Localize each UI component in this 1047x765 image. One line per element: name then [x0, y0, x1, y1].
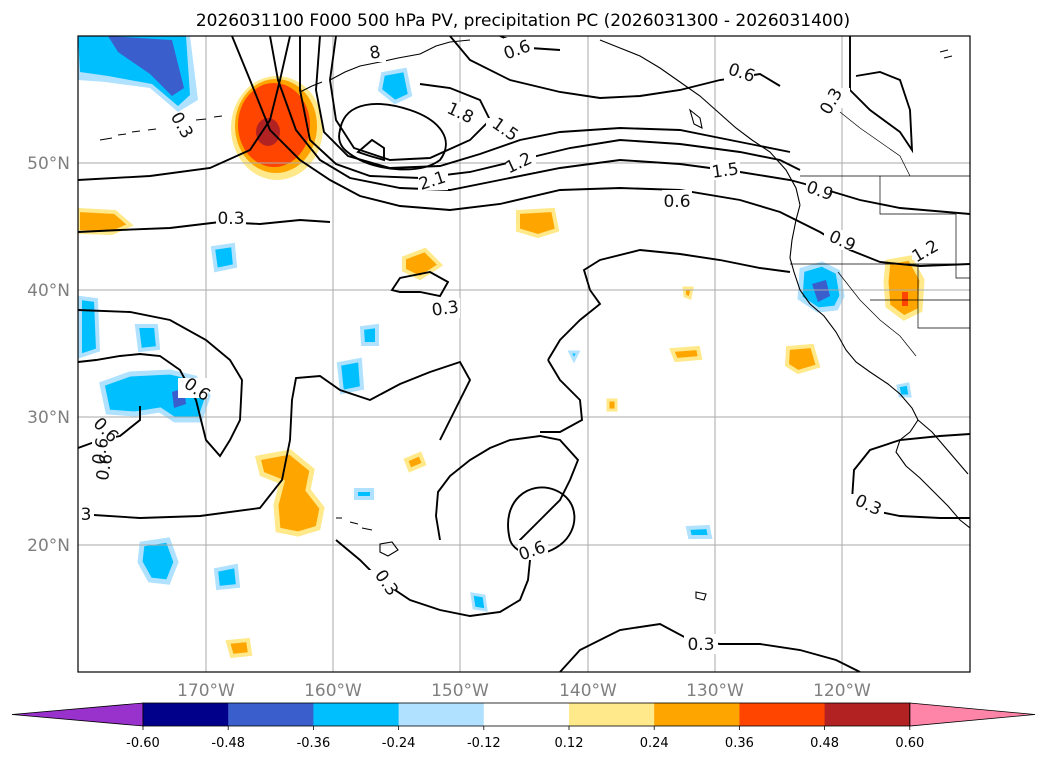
colorbar: -0.60 -0.48 -0.36 -0.24 -0.12 0.12 0.24 0.36 0.4… — [11, 702, 1036, 751]
lon-label: 120°W — [813, 681, 871, 701]
contour-label: 0.6 — [663, 192, 690, 212]
precip-anomaly-positive — [78, 207, 134, 236]
colorbar-tick-label: 0.36 — [725, 736, 754, 751]
coastlines — [99, 39, 970, 601]
precip-anomaly-positive — [669, 345, 703, 363]
precip-anomaly-negative — [134, 324, 161, 353]
precip-anomaly-positive — [883, 255, 925, 321]
contour-label: 0.3 — [431, 297, 461, 321]
map-title: 2026031100 F000 500 hPa PV, precipitatio… — [196, 11, 850, 31]
longitude-labels: 170°W 160°W 150°W 140°W 130°W 120°W — [177, 681, 871, 701]
lon-label: 160°W — [304, 681, 362, 701]
precip-anomaly-negative — [336, 357, 365, 395]
colorbar-tick-label: 0.48 — [810, 736, 839, 751]
contour-labels: 0.6 0.6 0.3 1.8 1.5 1.2 2.1 1.5 0.6 0.9 … — [78, 36, 942, 655]
colorbar-tick-label: 0.12 — [555, 736, 584, 751]
latitude-labels: 50°N 40°N 30°N 20°N — [27, 154, 70, 556]
colorbar-swatch — [313, 703, 400, 726]
map-background — [78, 36, 970, 672]
colorbar-extend-min — [11, 702, 144, 727]
lat-label: 50°N — [27, 154, 70, 174]
contour-label: 0.6 — [89, 436, 113, 466]
precip-anomaly-strong-negative — [108, 36, 184, 96]
precip-anomaly-strong-positive — [256, 118, 280, 146]
colorbar-tick-label: 0.24 — [640, 736, 669, 751]
precip-anomaly-positive — [784, 343, 821, 375]
precip-anomaly-negative — [377, 67, 413, 105]
colorbar-swatch — [569, 703, 655, 726]
precip-anomaly-positive — [254, 449, 325, 537]
colorbar-tick-label: -0.48 — [211, 736, 245, 751]
precip-anomaly-positive — [606, 398, 618, 412]
precip-anomaly-negative — [137, 537, 179, 585]
lon-label: 130°W — [686, 681, 744, 701]
lat-label: 40°N — [27, 281, 70, 301]
precip-anomaly-negative — [354, 488, 374, 500]
colorbar-tick-label: -0.24 — [382, 736, 416, 751]
precip-anomaly-positive — [516, 207, 560, 239]
lon-label: 150°W — [431, 681, 489, 701]
colorbar-swatch — [143, 703, 229, 726]
precip-anomaly-positive — [403, 451, 427, 473]
political-borders — [790, 111, 970, 357]
contour-label: 0.3 — [687, 635, 714, 655]
contour-label: 8 — [368, 42, 382, 64]
colorbar-tick-label: -0.12 — [467, 736, 501, 751]
colorbar-swatch — [739, 703, 826, 726]
precip-anomaly-strong-positive — [902, 292, 908, 306]
colorbar-swatch — [483, 703, 570, 726]
precip-anomaly-negative — [567, 350, 581, 364]
colorbar-swatch — [824, 703, 911, 726]
lat-label: 30°N — [27, 408, 70, 428]
colorbar-frame — [142, 702, 911, 727]
lat-label: 20°N — [27, 536, 70, 556]
precip-anomaly-negative — [213, 563, 241, 591]
colorbar-extend-max — [909, 702, 1036, 727]
contour-label: 1.5 — [711, 159, 741, 183]
colorbar-swatch — [654, 703, 740, 726]
precip-anomaly-negative — [685, 524, 713, 539]
precip-anomaly-negative — [359, 323, 379, 346]
lon-label: 140°W — [559, 681, 617, 701]
precip-anomaly-negative — [78, 295, 101, 359]
colorbar-tick-label: 0.60 — [895, 736, 924, 751]
colorbar-swatch — [398, 703, 485, 726]
precip-anomaly-negative — [470, 592, 488, 612]
contour-label: 0.3 — [217, 209, 244, 229]
map-content: 0.6 0.6 0.3 1.8 1.5 1.2 2.1 1.5 0.6 0.9 … — [78, 36, 970, 672]
precip-anomaly-negative — [896, 382, 912, 398]
lon-label: 170°W — [177, 681, 235, 701]
precip-anomaly-negative — [210, 242, 238, 273]
colorbar-tick-label: -0.36 — [297, 736, 331, 751]
precip-anomaly-positive — [225, 637, 253, 659]
map-frame — [77, 35, 971, 673]
colorbar-swatch — [228, 703, 314, 726]
precip-anomaly-strong-negative — [812, 280, 830, 302]
contour-label: 3 — [81, 505, 92, 525]
colorbar-tick-label: -0.60 — [126, 736, 160, 751]
contour-label: 0.6 — [93, 452, 117, 482]
